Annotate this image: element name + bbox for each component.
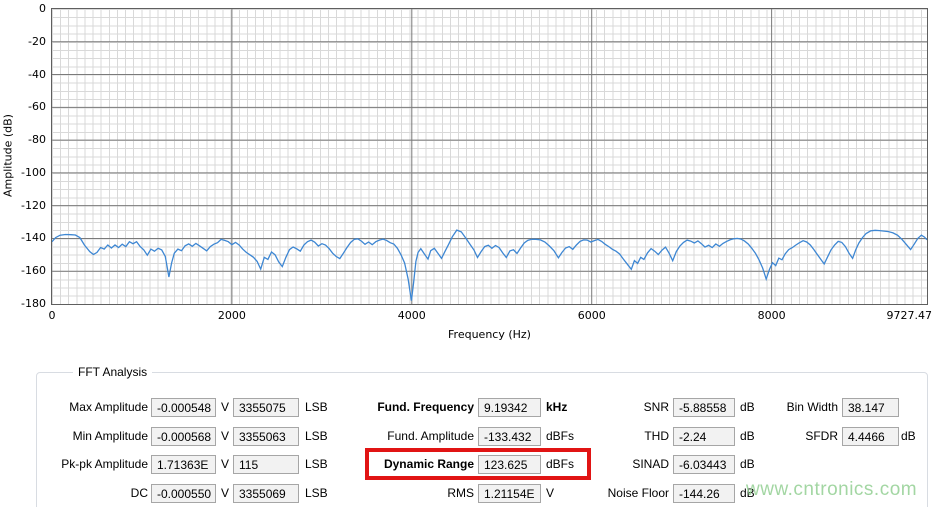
snr-unit: dB bbox=[740, 400, 755, 414]
y-tick-label: -20 bbox=[28, 34, 46, 48]
plot-area[interactable] bbox=[51, 8, 928, 305]
bin-width-label: Bin Width bbox=[786, 400, 838, 414]
dc-label: DC bbox=[130, 486, 148, 500]
min-amplitude-volts-unit: V bbox=[221, 429, 230, 443]
max-amplitude-volts-unit: V bbox=[221, 400, 230, 414]
noise-floor-unit: dB bbox=[740, 486, 755, 500]
x-tick-label: 2000 bbox=[217, 309, 246, 322]
dc-lsb-unit: LSB bbox=[305, 486, 328, 500]
y-tick-label: -40 bbox=[28, 67, 46, 81]
snr-field[interactable]: -5.88558 bbox=[673, 398, 735, 417]
y-tick-label: -100 bbox=[21, 165, 46, 179]
thd-field[interactable]: -2.24 bbox=[673, 427, 735, 446]
max-amplitude-volts-field[interactable]: -0.000548 bbox=[151, 398, 216, 417]
dc-volts-field[interactable]: -0.000550 bbox=[151, 484, 216, 503]
y-tick-label: -140 bbox=[21, 231, 46, 245]
fft-trace-svg bbox=[52, 9, 927, 304]
pkpk-amplitude-label: Pk-pk Amplitude bbox=[61, 457, 148, 471]
fft-analysis-groupbox: FFT Analysis Max Amplitude -0.000548 V 3… bbox=[36, 365, 928, 507]
dynamic-range-highlight-box bbox=[365, 448, 591, 480]
noise-floor-field[interactable]: -144.26 bbox=[673, 484, 735, 503]
fund-frequency-unit: kHz bbox=[546, 400, 568, 414]
thd-unit: dB bbox=[740, 429, 755, 443]
pkpk-amplitude-lsb-field[interactable]: 115 bbox=[233, 455, 299, 474]
rms-unit: V bbox=[546, 486, 555, 500]
min-amplitude-lsb-unit: LSB bbox=[305, 429, 328, 443]
y-axis-title: Amplitude (dB) bbox=[1, 114, 15, 197]
dc-volts-unit: V bbox=[221, 486, 230, 500]
x-tick-label: 9727.47 bbox=[886, 309, 933, 322]
min-amplitude-label: Min Amplitude bbox=[72, 429, 148, 443]
fft-trace bbox=[52, 229, 927, 301]
groupbox-title: FFT Analysis bbox=[73, 365, 153, 379]
sinad-unit: dB bbox=[740, 457, 755, 471]
dc-lsb-field[interactable]: 3355069 bbox=[233, 484, 299, 503]
fund-amplitude-label: Fund. Amplitude bbox=[387, 429, 474, 443]
fund-amplitude-field[interactable]: -133.432 bbox=[478, 427, 541, 446]
dynamic-range-field[interactable]: 123.625 bbox=[478, 455, 541, 474]
sinad-field[interactable]: -6.03443 bbox=[673, 455, 735, 474]
fund-amplitude-unit: dBFs bbox=[546, 429, 575, 443]
min-amplitude-volts-field[interactable]: -0.000568 bbox=[151, 427, 216, 446]
y-tick-label: -60 bbox=[28, 100, 46, 114]
max-amplitude-lsb-field[interactable]: 3355075 bbox=[233, 398, 299, 417]
x-tick-label: 6000 bbox=[577, 309, 606, 322]
fund-frequency-field[interactable]: 9.19342 bbox=[478, 398, 541, 417]
bin-width-field[interactable]: 38.147 bbox=[842, 398, 899, 417]
min-amplitude-lsb-field[interactable]: 3355063 bbox=[233, 427, 299, 446]
y-tick-label: -180 bbox=[21, 297, 46, 310]
rms-field[interactable]: 1.21154E bbox=[478, 484, 541, 503]
pkpk-amplitude-volts-field[interactable]: 1.71363E bbox=[151, 455, 216, 474]
sfdr-unit: dB bbox=[901, 429, 916, 443]
y-tick-label: 0 bbox=[39, 2, 46, 15]
snr-label: SNR bbox=[643, 400, 669, 414]
dynamic-range-label: Dynamic Range bbox=[383, 457, 474, 471]
sfdr-label: SFDR bbox=[805, 429, 838, 443]
x-tick-label: 4000 bbox=[397, 309, 426, 322]
y-tick-label: -160 bbox=[21, 264, 46, 278]
max-amplitude-lsb-unit: LSB bbox=[305, 400, 328, 414]
max-amplitude-label: Max Amplitude bbox=[69, 400, 148, 414]
x-axis-title: Frequency (Hz) bbox=[448, 328, 531, 341]
pkpk-amplitude-lsb-unit: LSB bbox=[305, 457, 328, 471]
fund-frequency-label: Fund. Frequency bbox=[377, 400, 474, 414]
noise-floor-label: Noise Floor bbox=[607, 486, 669, 500]
y-tick-label: -120 bbox=[21, 198, 46, 212]
dynamic-range-unit: dBFs bbox=[546, 457, 575, 471]
rms-label: RMS bbox=[447, 486, 474, 500]
sfdr-field[interactable]: 4.4466 bbox=[842, 427, 899, 446]
x-tick-label: 0 bbox=[48, 309, 56, 322]
pkpk-amplitude-volts-unit: V bbox=[221, 457, 230, 471]
thd-label: THD bbox=[644, 429, 669, 443]
x-tick-label: 8000 bbox=[757, 309, 786, 322]
watermark-text: www.cntronics.com bbox=[746, 479, 918, 500]
y-tick-label: -80 bbox=[28, 133, 46, 147]
sinad-label: SINAD bbox=[632, 457, 669, 471]
